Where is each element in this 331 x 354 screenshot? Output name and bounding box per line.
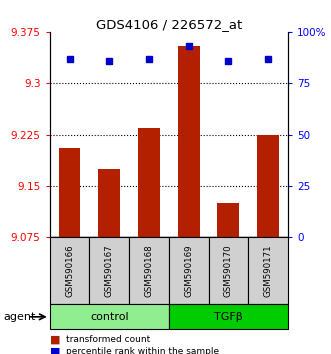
Text: TGFβ: TGFβ — [214, 312, 243, 322]
Text: ■: ■ — [50, 346, 60, 354]
Text: GSM590169: GSM590169 — [184, 245, 193, 297]
Text: GSM590170: GSM590170 — [224, 245, 233, 297]
Bar — [50, 237, 89, 304]
Text: ■: ■ — [50, 335, 60, 345]
Bar — [89, 237, 129, 304]
Bar — [50, 304, 169, 329]
Bar — [248, 237, 288, 304]
Text: agent: agent — [3, 312, 36, 322]
Bar — [178, 46, 200, 237]
Title: GDS4106 / 226572_at: GDS4106 / 226572_at — [96, 18, 242, 31]
Bar — [169, 304, 288, 329]
Text: GSM590167: GSM590167 — [105, 245, 114, 297]
Text: transformed count: transformed count — [66, 335, 151, 344]
Bar — [138, 128, 160, 237]
Text: control: control — [90, 312, 128, 322]
Text: GSM590171: GSM590171 — [263, 245, 273, 297]
Bar — [217, 203, 239, 237]
Bar — [169, 237, 209, 304]
Bar — [209, 237, 248, 304]
Bar — [257, 135, 279, 237]
Bar — [98, 169, 120, 237]
Text: percentile rank within the sample: percentile rank within the sample — [66, 347, 219, 354]
Bar — [59, 148, 80, 237]
Text: GSM590168: GSM590168 — [144, 245, 154, 297]
Bar — [129, 237, 169, 304]
Text: GSM590166: GSM590166 — [65, 245, 74, 297]
